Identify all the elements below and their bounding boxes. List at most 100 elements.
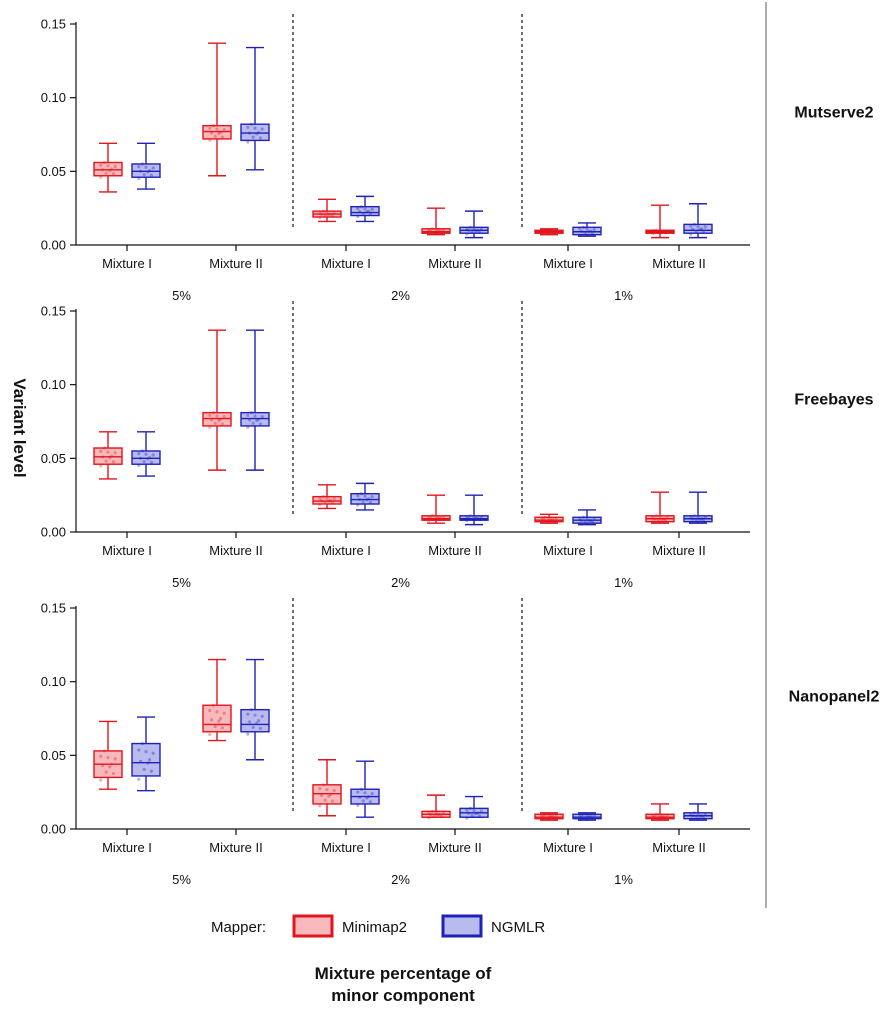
sample-point bbox=[540, 229, 544, 233]
sample-point bbox=[323, 798, 327, 802]
sample-point bbox=[332, 211, 336, 215]
sample-point bbox=[359, 205, 363, 209]
sample-point bbox=[662, 517, 666, 521]
sample-point bbox=[543, 812, 548, 816]
sample-point bbox=[580, 229, 584, 233]
sample-point bbox=[665, 515, 669, 520]
sample-point bbox=[698, 228, 702, 232]
sample-point bbox=[587, 519, 591, 523]
iqr-box bbox=[202, 411, 232, 427]
sample-point bbox=[592, 227, 596, 232]
sample-point bbox=[691, 227, 695, 231]
sample-point bbox=[370, 792, 374, 796]
sample-point bbox=[222, 415, 226, 419]
sample-point bbox=[438, 812, 442, 816]
sample-point bbox=[368, 800, 372, 804]
sample-point bbox=[436, 813, 440, 817]
iqr-box bbox=[572, 813, 602, 820]
box-ngmlr bbox=[350, 760, 380, 818]
sample-point bbox=[589, 814, 593, 819]
sample-point bbox=[472, 227, 476, 231]
sample-point bbox=[213, 134, 217, 138]
sample-point bbox=[220, 135, 224, 139]
sample-point bbox=[102, 446, 106, 450]
sample-point bbox=[479, 227, 483, 231]
sample-point bbox=[332, 497, 336, 501]
legend-label: Minimap2 bbox=[342, 919, 407, 936]
sample-point bbox=[137, 463, 141, 468]
sample-point bbox=[219, 716, 223, 721]
sample-point bbox=[441, 515, 445, 519]
sample-point bbox=[694, 518, 698, 523]
sample-point bbox=[318, 787, 322, 791]
sample-point bbox=[320, 793, 324, 797]
sample-point bbox=[434, 811, 438, 815]
sample-point bbox=[368, 500, 372, 505]
sample-point bbox=[363, 494, 367, 498]
sample-point bbox=[438, 516, 442, 520]
sample-point bbox=[429, 812, 433, 817]
sample-point bbox=[651, 231, 655, 236]
x-category-label: Mixture II bbox=[652, 256, 705, 271]
sample-point bbox=[323, 500, 327, 505]
sample-point bbox=[220, 726, 224, 730]
sample-point bbox=[318, 496, 322, 500]
sample-point bbox=[208, 732, 212, 737]
x-category-label: Mixture I bbox=[321, 543, 371, 558]
sample-point bbox=[549, 815, 553, 819]
sample-point bbox=[101, 455, 105, 459]
sample-point bbox=[359, 787, 363, 791]
sample-point bbox=[111, 771, 115, 776]
sample-point bbox=[470, 517, 474, 521]
sample-point bbox=[689, 224, 693, 228]
sample-point bbox=[142, 172, 146, 177]
sample-point bbox=[248, 131, 252, 135]
sample-point bbox=[327, 794, 331, 798]
sample-point bbox=[543, 228, 548, 232]
sample-point bbox=[700, 227, 704, 231]
sample-point bbox=[213, 724, 217, 729]
sample-point bbox=[210, 418, 214, 422]
sample-point bbox=[540, 520, 544, 524]
sample-point bbox=[583, 231, 587, 235]
sample-point bbox=[542, 230, 546, 234]
sample-point bbox=[651, 229, 655, 233]
panel-title: Mutserve2 bbox=[794, 105, 873, 122]
sample-point bbox=[111, 172, 115, 176]
sample-point bbox=[552, 816, 557, 820]
sample-point bbox=[692, 514, 697, 518]
box-ngmlr bbox=[131, 716, 161, 792]
sample-point bbox=[656, 231, 660, 235]
panel-mutserve2: 0.00 0.05 0.10 0.15 Mixture I Mixture II Mixtu… bbox=[41, 14, 874, 303]
iqr-box bbox=[350, 205, 380, 217]
sample-point bbox=[427, 232, 431, 236]
sample-point bbox=[663, 231, 668, 235]
sample-point bbox=[540, 813, 544, 817]
sample-point bbox=[656, 518, 660, 523]
sample-point bbox=[656, 816, 660, 820]
sample-point bbox=[583, 816, 587, 820]
sample-point bbox=[427, 810, 431, 815]
sample-point bbox=[578, 817, 582, 821]
sample-point bbox=[665, 229, 669, 233]
sample-point bbox=[703, 515, 707, 520]
sample-point bbox=[356, 503, 360, 507]
sample-point bbox=[251, 135, 255, 139]
sample-point bbox=[589, 518, 593, 522]
sample-point bbox=[260, 127, 264, 131]
y-tick-label: 0.15 bbox=[41, 601, 66, 616]
sample-point bbox=[581, 225, 586, 229]
sample-point bbox=[251, 725, 255, 729]
sample-point bbox=[148, 168, 152, 173]
sample-point bbox=[99, 163, 103, 167]
sample-point bbox=[585, 517, 589, 521]
group-label: 1% bbox=[614, 872, 633, 887]
sample-point bbox=[660, 815, 664, 819]
panel-title: Freebayes bbox=[794, 392, 873, 409]
sample-point bbox=[110, 762, 114, 766]
sample-point bbox=[658, 515, 662, 519]
sample-point bbox=[327, 213, 331, 217]
sample-point bbox=[113, 451, 117, 455]
sample-point bbox=[104, 770, 108, 774]
sample-point bbox=[356, 790, 360, 794]
